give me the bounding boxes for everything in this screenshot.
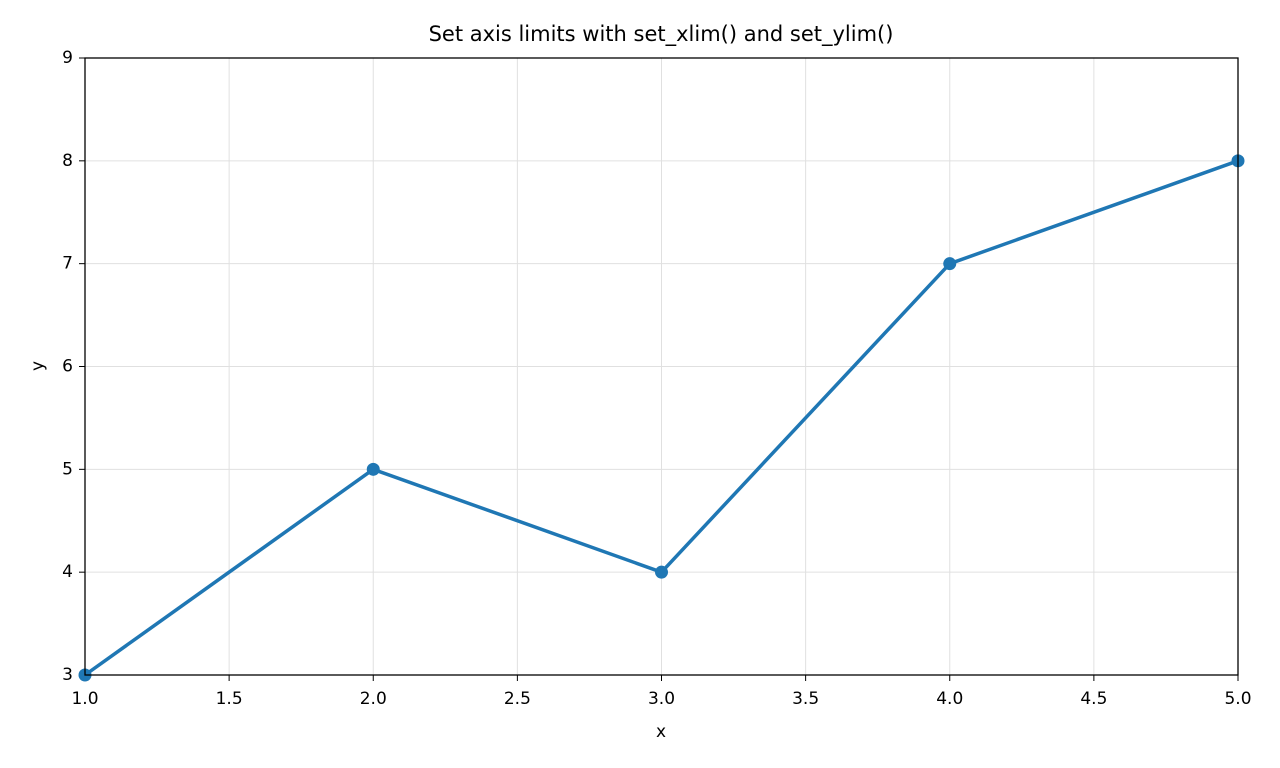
data-point [943, 257, 957, 271]
x-tick-label: 4.0 [936, 689, 963, 709]
y-tick-label: 5 [62, 459, 73, 479]
data-point [655, 565, 668, 579]
x-tick-label: 1.5 [216, 689, 243, 709]
plot-frame [84, 57, 1239, 676]
x-tick-label: 3.5 [792, 689, 819, 709]
x-tick-label: 3.0 [648, 689, 675, 709]
y-tick-label: 4 [62, 562, 73, 582]
y-tick-label: 6 [62, 357, 73, 377]
x-tick-label: 5.0 [1224, 689, 1251, 709]
chart-title: Set axis limits with set_xlim() and set_… [429, 22, 894, 47]
y-tick-label: 8 [62, 151, 73, 171]
x-tick-label: 2.0 [360, 689, 387, 709]
x-axis-label: x [656, 722, 666, 742]
data-point [366, 462, 380, 476]
x-tick-label: 4.5 [1080, 689, 1107, 709]
y-tick-label: 7 [62, 254, 73, 274]
y-tick-label: 9 [62, 48, 73, 68]
x-tick-label: 1.0 [71, 689, 98, 709]
x-tick-label: 2.5 [504, 689, 531, 709]
y-axis-label: y [28, 361, 48, 371]
y-tick-label: 3 [62, 665, 73, 685]
